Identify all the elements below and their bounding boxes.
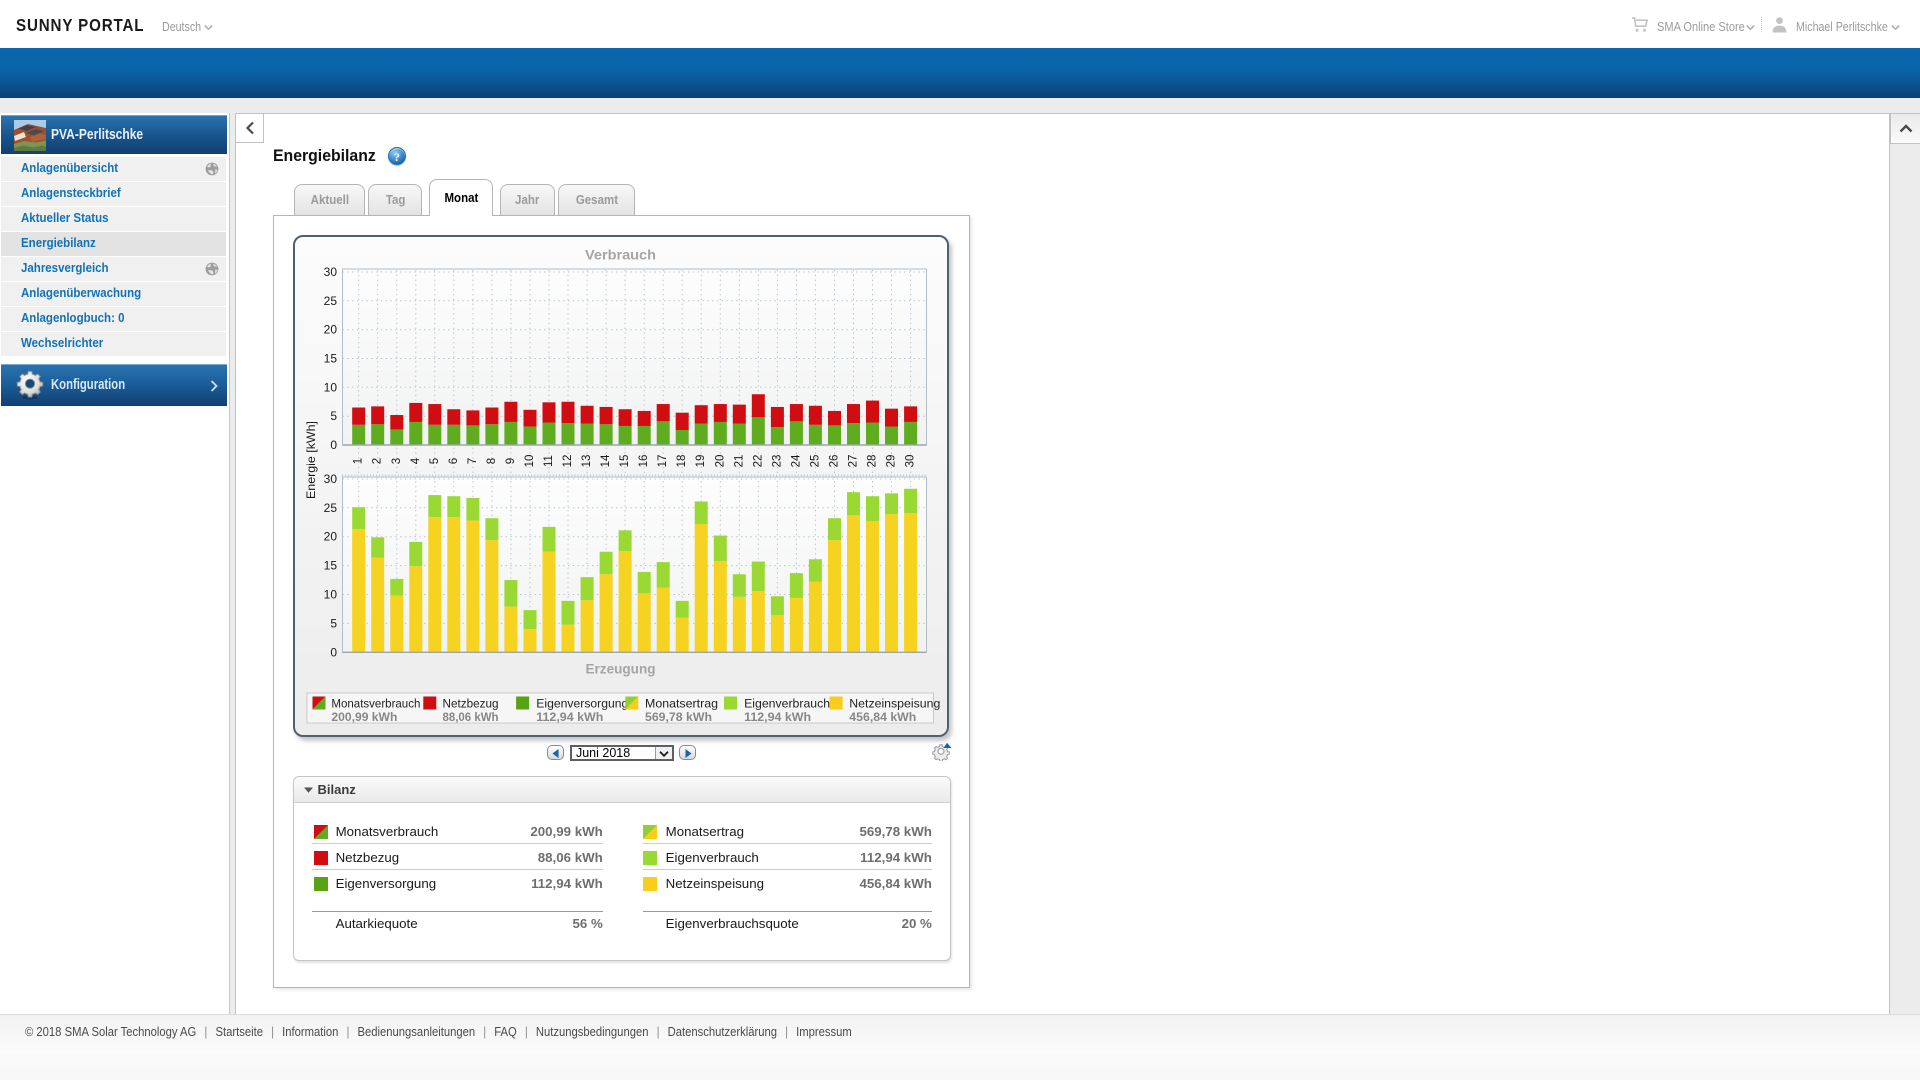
svg-text:21: 21 [734, 455, 746, 468]
svg-text:Energie [kWh]: Energie [kWh] [304, 421, 318, 499]
svg-text:24: 24 [791, 454, 803, 467]
svg-text:0: 0 [331, 438, 338, 452]
svg-text:5: 5 [331, 616, 338, 630]
svg-text:10: 10 [524, 455, 536, 468]
svg-text:18: 18 [677, 455, 689, 468]
svg-text:20: 20 [324, 530, 338, 544]
svg-text:3: 3 [391, 458, 403, 464]
svg-text:30: 30 [324, 265, 338, 279]
svg-text:17: 17 [658, 455, 670, 468]
svg-text:1: 1 [353, 458, 365, 464]
svg-text:20: 20 [324, 323, 338, 337]
svg-text:27: 27 [848, 455, 860, 468]
svg-text:20: 20 [715, 455, 727, 468]
svg-text:Netzeinspeisung: Netzeinspeisung [850, 697, 941, 711]
svg-text:10: 10 [324, 380, 338, 394]
svg-text:Erzeugung: Erzeugung [586, 661, 656, 677]
svg-text:12: 12 [562, 455, 574, 468]
svg-text:14: 14 [601, 454, 613, 467]
svg-text:9: 9 [505, 458, 517, 464]
svg-text:10: 10 [324, 588, 338, 602]
svg-text:30: 30 [905, 455, 917, 468]
svg-text:22: 22 [753, 455, 765, 468]
svg-text:25: 25 [810, 455, 822, 468]
svg-text:569,78 kWh: 569,78 kWh [645, 710, 712, 724]
svg-text:6: 6 [448, 458, 460, 464]
svg-text:112,94 kWh: 112,94 kWh [537, 710, 604, 724]
svg-text:30: 30 [324, 472, 338, 486]
svg-text:25: 25 [324, 501, 338, 515]
svg-text:Verbrauch: Verbrauch [585, 247, 656, 263]
svg-text:4: 4 [410, 457, 422, 464]
svg-text:Monatsverbrauch: Monatsverbrauch [332, 697, 421, 711]
svg-text:16: 16 [639, 455, 651, 468]
svg-text:88,06 kWh: 88,06 kWh [443, 710, 499, 724]
svg-text:456,84 kWh: 456,84 kWh [850, 710, 917, 724]
svg-text:Eigenverbrauch: Eigenverbrauch [745, 697, 831, 711]
svg-text:19: 19 [696, 455, 708, 468]
svg-text:7: 7 [467, 458, 479, 464]
svg-text:13: 13 [582, 455, 594, 468]
svg-text:15: 15 [324, 352, 338, 366]
svg-text:Netzbezug: Netzbezug [443, 697, 499, 711]
svg-text:15: 15 [324, 559, 338, 573]
svg-text:Monatsertrag: Monatsertrag [645, 697, 718, 711]
svg-text:28: 28 [867, 455, 879, 468]
svg-text:2: 2 [372, 458, 384, 464]
svg-text:11: 11 [543, 455, 555, 467]
svg-text:8: 8 [486, 458, 498, 464]
svg-text:29: 29 [886, 455, 898, 468]
svg-text:26: 26 [829, 455, 841, 468]
svg-text:5: 5 [429, 458, 441, 464]
svg-text:5: 5 [331, 409, 338, 423]
svg-text:23: 23 [772, 455, 784, 468]
svg-text:112,94 kWh: 112,94 kWh [745, 710, 812, 724]
svg-text:25: 25 [324, 294, 338, 308]
svg-text:200,99 kWh: 200,99 kWh [332, 710, 398, 724]
svg-text:0: 0 [331, 645, 338, 659]
svg-text:Eigenversorgung: Eigenversorgung [537, 697, 629, 711]
svg-text:15: 15 [620, 455, 632, 468]
